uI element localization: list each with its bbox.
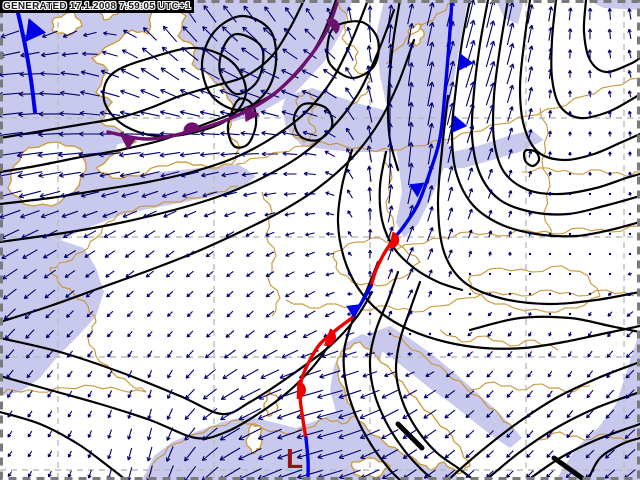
front-triangle-symbol bbox=[25, 18, 47, 42]
cold-front bbox=[304, 436, 310, 480]
generated-timestamp: GENERATED 17.1.2008 7:59:05 UTC+1 bbox=[0, 0, 194, 13]
front-triangle-symbol bbox=[458, 53, 474, 71]
front-semicircle-symbol bbox=[389, 231, 400, 249]
warm-front bbox=[298, 316, 354, 440]
front-triangle-symbol bbox=[451, 115, 468, 133]
front-semicircle-symbol bbox=[183, 122, 201, 132]
front-triangle-symbol bbox=[244, 105, 260, 123]
front-semicircle-symbol bbox=[326, 18, 340, 35]
front-semicircle-symbol bbox=[296, 381, 306, 399]
cold-front bbox=[394, 0, 454, 238]
cold-front bbox=[13, 0, 37, 114]
low-pressure-label: L bbox=[286, 443, 303, 474]
front-triangle-symbol bbox=[120, 135, 138, 150]
front-triangle-symbol bbox=[409, 182, 425, 198]
occluded-front bbox=[106, 0, 340, 141]
front-layer bbox=[13, 0, 474, 480]
front-triangle-symbol bbox=[346, 304, 361, 318]
front-semicircle-symbol bbox=[323, 328, 337, 347]
